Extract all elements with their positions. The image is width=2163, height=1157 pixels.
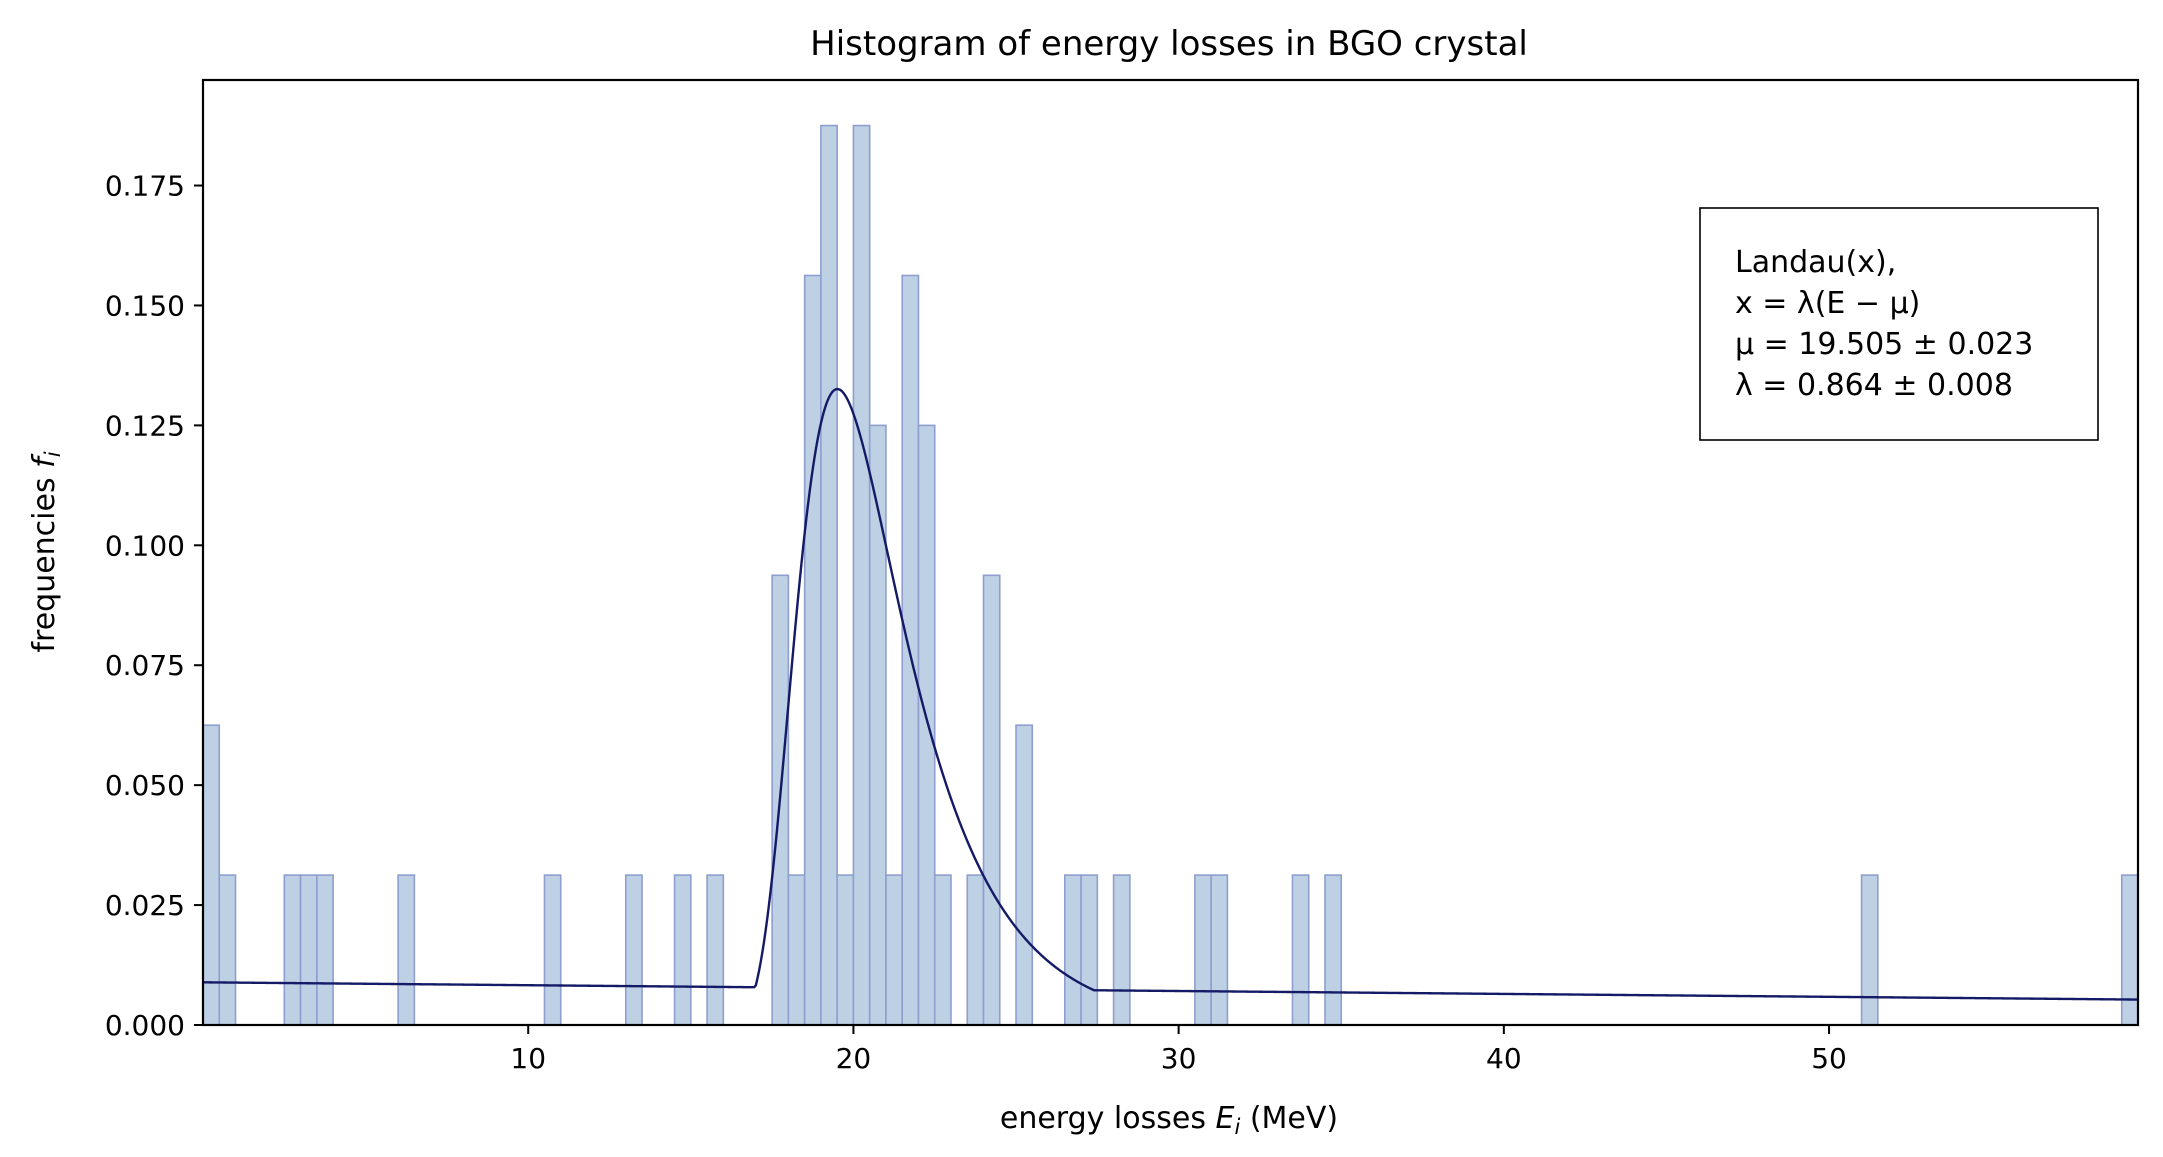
y-tick-label: 0.175: [105, 170, 185, 203]
histogram-bar: [787, 874, 806, 1026]
y-tick-label: 0.025: [105, 889, 185, 922]
histogram-bar: [1324, 874, 1343, 1026]
y-tick-label: 0.000: [105, 1009, 185, 1042]
histogram-bar: [1064, 874, 1082, 1026]
chart-title: Histogram of energy losses in BGO crysta…: [810, 24, 1528, 64]
histogram-bar: [1210, 874, 1229, 1026]
histogram-bar: [543, 874, 562, 1026]
histogram-bar: [982, 574, 1001, 1026]
histogram-bar: [299, 874, 318, 1026]
y-axis-label: frequencies fi: [27, 451, 65, 652]
histogram-bar: [673, 874, 692, 1026]
y-tick-label: 0.125: [105, 409, 185, 442]
y-tick-label: 0.100: [105, 529, 185, 562]
legend-line-2: x = λ(E − μ): [1735, 286, 1920, 321]
plot-frame: [201, 78, 2140, 1027]
histogram-bar: [933, 874, 952, 1026]
histogram-bar: [885, 874, 904, 1026]
histogram-bar: [820, 124, 838, 1026]
y-axis-ticks: 0.000 0.025 0.050 0.075 0.100 0.125 0.150 0.175: [105, 170, 203, 1042]
histogram-bar: [1291, 874, 1310, 1026]
landau-fit-curve: [202, 387, 2139, 1001]
histogram-bar: [1015, 724, 1034, 1026]
x-tick-label: 40: [1486, 1042, 1522, 1075]
histogram-bar: [1112, 874, 1131, 1026]
legend-line-4: λ = 0.864 ± 0.008: [1735, 368, 2013, 403]
histogram-bar: [803, 274, 822, 1026]
histogram-bar: [316, 874, 334, 1026]
x-tick-label: 20: [836, 1042, 872, 1075]
x-tick-label: 10: [510, 1042, 546, 1075]
histogram-bar: [2120, 874, 2139, 1026]
legend-line-1: Landau(x),: [1735, 245, 1896, 280]
histogram-bar: [1860, 874, 1879, 1026]
histogram-bar: [202, 724, 221, 1026]
histogram-bar: [218, 874, 237, 1026]
histogram-bar: [283, 874, 302, 1026]
x-axis-ticks: 10 20 30 40 50: [510, 1025, 1847, 1075]
y-tick-label: 0.050: [105, 769, 185, 802]
x-tick-label: 50: [1811, 1042, 1847, 1075]
x-axis-label: energy losses Ei (MeV): [1000, 1101, 1338, 1139]
histogram-bar: [836, 874, 855, 1026]
histogram-bar: [706, 874, 725, 1026]
histogram-bar: [397, 874, 416, 1026]
x-tick-label: 30: [1161, 1042, 1197, 1075]
histogram-bar: [1194, 874, 1212, 1026]
histogram-bar: [624, 874, 643, 1026]
histogram-bar: [1080, 874, 1099, 1026]
histogram-bar: [917, 424, 936, 1026]
fit-legend-box: Landau(x), x = λ(E − μ) μ = 19.505 ± 0.0…: [1699, 207, 2099, 441]
legend-line-3: μ = 19.505 ± 0.023: [1735, 327, 2033, 362]
histogram-bar: [852, 124, 871, 1026]
histogram-bar: [966, 874, 985, 1026]
histogram-bar: [868, 424, 887, 1026]
y-tick-label: 0.075: [105, 649, 185, 682]
y-tick-label: 0.150: [105, 289, 185, 322]
